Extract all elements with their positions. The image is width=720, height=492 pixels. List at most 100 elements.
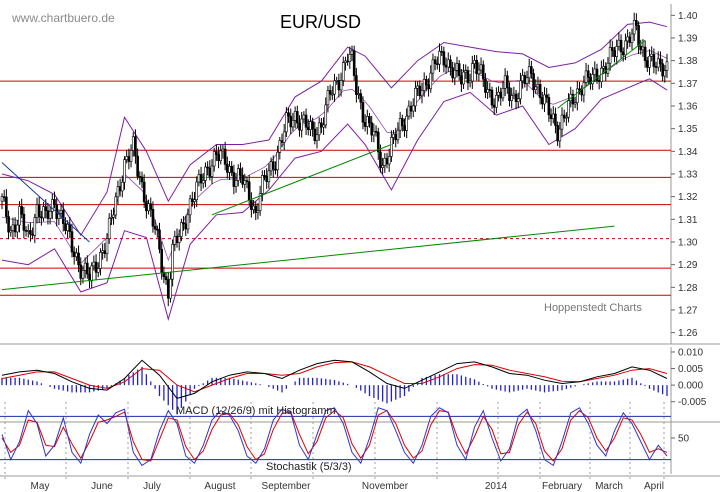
candle-body	[223, 148, 227, 165]
macd-line	[1, 359, 668, 399]
candle-body	[611, 47, 614, 51]
candle-body	[438, 50, 441, 65]
candle-body	[416, 85, 419, 89]
candle-body	[370, 122, 373, 136]
candle-body	[615, 46, 618, 57]
candle-body	[171, 243, 174, 280]
candle-body	[66, 223, 69, 231]
candle-body	[331, 93, 334, 96]
candle-body	[221, 148, 225, 152]
macd-signal-line	[1, 361, 668, 393]
candle-body	[315, 134, 319, 142]
candle-body	[118, 186, 122, 192]
candle-body	[191, 198, 194, 202]
candle-body	[506, 75, 509, 89]
candle-body	[516, 98, 520, 102]
candle-body	[5, 196, 8, 217]
candle-body	[37, 204, 41, 218]
candle-body	[486, 89, 489, 93]
candle-body	[560, 114, 564, 130]
x-tick-label: September	[262, 481, 312, 492]
candle-body	[296, 111, 299, 124]
candle-body	[88, 273, 91, 282]
candle-body	[468, 80, 472, 84]
candle-body	[643, 46, 647, 61]
price-panel: 1.26 1.27 1.28 1.29 1.30 1.31 1.32 1.33 1.34 1.35…	[0, 4, 720, 345]
price-tick-label: 1.27	[678, 306, 698, 317]
candle-body	[508, 87, 511, 101]
candle-body	[219, 150, 223, 161]
candle-body	[521, 75, 524, 82]
candle-body	[160, 248, 163, 273]
candle-body	[453, 70, 457, 79]
candle-body	[510, 95, 513, 101]
candle-body	[597, 80, 601, 83]
candle-body	[464, 70, 468, 73]
candle-body	[59, 209, 63, 214]
candle-body	[495, 94, 498, 108]
candle-body	[123, 159, 126, 183]
candle-body	[567, 100, 570, 118]
candle-body	[114, 196, 118, 216]
candle-body	[83, 262, 87, 271]
macd-tick-label: 0.005	[678, 364, 703, 375]
candle-body	[105, 238, 109, 254]
candle-body	[326, 90, 330, 106]
stoch-tick-label: 50	[678, 434, 690, 445]
candle-body	[22, 213, 26, 231]
candle-body	[306, 126, 310, 131]
candle-body	[0, 196, 4, 202]
candle-body	[217, 154, 220, 161]
candle-body	[352, 50, 356, 76]
candle-body	[232, 172, 236, 187]
candle-body	[131, 136, 135, 151]
candle-body	[630, 33, 634, 43]
candle-body	[361, 101, 365, 123]
x-tick-label: May	[31, 481, 50, 492]
candle-body	[208, 167, 212, 177]
candle-body	[140, 176, 144, 183]
candle-body	[136, 155, 139, 177]
candle-body	[92, 261, 96, 267]
candle-body	[57, 212, 61, 220]
price-tick-label: 1.39	[678, 34, 698, 45]
price-tick-label: 1.33	[678, 170, 698, 181]
candle-body	[269, 161, 273, 172]
candle-body	[112, 214, 115, 218]
candle-body	[282, 131, 286, 143]
candle-body	[81, 270, 85, 279]
candle-body	[396, 129, 400, 141]
candle-body	[70, 231, 74, 253]
candle-body	[175, 236, 179, 243]
candle-body	[11, 224, 15, 231]
candle-body	[13, 224, 17, 233]
candle-body	[475, 60, 478, 75]
candle-body	[300, 118, 303, 131]
candle-body	[656, 58, 660, 68]
candle-body	[252, 205, 255, 210]
candle-body	[442, 51, 446, 66]
candle-body	[138, 176, 142, 178]
candle-body	[460, 75, 463, 85]
candle-body	[407, 105, 411, 117]
candle-body	[466, 70, 470, 84]
candle-body	[16, 224, 19, 233]
candle-body	[239, 168, 242, 176]
candle-body	[20, 206, 23, 215]
candle-body	[18, 206, 21, 226]
candle-body	[103, 250, 107, 254]
price-tick-label: 1.35	[678, 124, 698, 135]
candle-body	[665, 61, 669, 71]
candle-body	[96, 268, 100, 273]
candle-body	[134, 136, 137, 157]
candle-body	[243, 180, 247, 185]
candle-body	[236, 168, 240, 181]
candle-body	[173, 236, 177, 245]
candle-body	[451, 67, 454, 79]
candle-body	[151, 209, 155, 227]
candle-body	[608, 47, 612, 64]
x-tick-label: March	[595, 481, 623, 492]
candle-body	[7, 216, 10, 233]
candle-body	[215, 151, 218, 155]
